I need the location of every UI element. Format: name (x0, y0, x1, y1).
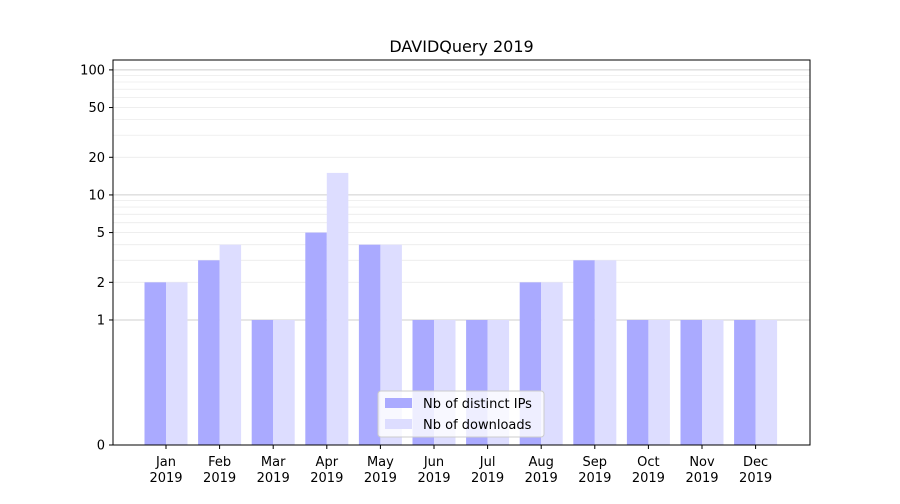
legend-swatch-distinct-ips (385, 398, 412, 408)
x-tick-label-year: 2019 (578, 471, 611, 486)
bar-downloads-aug (541, 282, 563, 445)
x-tick-label-month: Feb (208, 455, 231, 470)
bar-distinct-ips-feb (198, 260, 220, 445)
legend-label-downloads: Nb of downloads (423, 418, 532, 433)
x-tick-label-month: Mar (261, 455, 286, 470)
bar-downloads-nov (702, 319, 724, 445)
y-tick-label: 0 (97, 439, 105, 454)
x-tick-label-year: 2019 (525, 471, 558, 486)
bar-downloads-feb (219, 244, 242, 445)
bar-downloads-apr (326, 172, 349, 445)
x-tick-label-year: 2019 (632, 471, 665, 486)
x-tick-label-month: Jun (423, 455, 444, 470)
bar-downloads-sep (594, 260, 617, 445)
y-tick-label: 100 (80, 63, 105, 78)
x-tick-label-month: Jan (155, 455, 176, 470)
bar-distinct-ips-jan (144, 282, 166, 445)
x-tick-label-month: Apr (316, 455, 339, 470)
y-tick-label: 2 (97, 276, 105, 291)
plot-frame (112, 59, 811, 446)
chart-title: DAVIDQuery 2019 (389, 37, 533, 56)
x-tick-label-month: May (367, 455, 394, 470)
bar-distinct-ips-oct (626, 319, 649, 445)
legend-box (377, 390, 545, 438)
x-tick-label-year: 2019 (149, 471, 182, 486)
y-axis: 0 1 2 5 10 20 50 100 (80, 63, 113, 454)
bar-distinct-ips-apr (305, 232, 327, 445)
x-tick-label-month: Oct (637, 455, 659, 470)
y-tick-label: 50 (88, 101, 105, 116)
grid-layer (113, 69, 810, 321)
x-tick-label-month: Aug (529, 455, 554, 470)
bar-distinct-ips-dec (734, 319, 756, 445)
x-tick-label-year: 2019 (310, 471, 343, 486)
x-tick-label-year: 2019 (203, 471, 236, 486)
legend-label-distinct-ips: Nb of distinct IPs (423, 397, 532, 412)
x-tick-label-month: Dec (743, 455, 768, 470)
y-tick-label: 10 (88, 188, 105, 203)
x-tick-label-year: 2019 (364, 471, 397, 486)
bar-distinct-ips-sep (573, 260, 595, 445)
bar-distinct-ips-nov (680, 319, 702, 445)
x-tick-label-year: 2019 (685, 471, 718, 486)
legend: Nb of distinct IPs Nb of downloads (377, 390, 545, 438)
x-axis: Jan2019Feb2019Mar2019Apr2019May2019Jun20… (149, 445, 772, 486)
x-tick-label-year: 2019 (471, 471, 504, 486)
x-tick-label-year: 2019 (417, 471, 450, 486)
x-tick-label-year: 2019 (739, 471, 772, 486)
bar-downloads-mar (273, 319, 295, 445)
y-tick-label: 1 (97, 313, 105, 328)
x-tick-label-month: Nov (689, 455, 715, 470)
y-tick-label: 20 (88, 151, 105, 166)
bar-distinct-ips-mar (251, 319, 274, 445)
bar-downloads-jan (166, 282, 188, 445)
bar-distinct-ips-may (358, 244, 381, 445)
x-tick-label-year: 2019 (257, 471, 290, 486)
bar-downloads-dec (755, 319, 778, 445)
bar-downloads-oct (648, 319, 670, 445)
legend-swatch-downloads (385, 419, 412, 429)
x-tick-label-month: Jul (479, 455, 496, 470)
x-tick-label-month: Sep (583, 455, 608, 470)
y-tick-label: 5 (97, 226, 105, 241)
